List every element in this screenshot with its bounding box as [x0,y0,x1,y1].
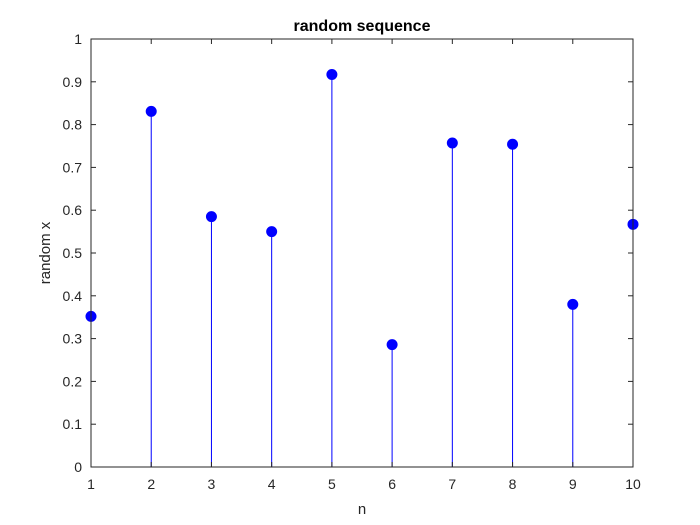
x-axis-ticks: 1 2 3 4 5 6 7 8 9 10 [87,39,641,492]
x-tick-label: 4 [268,476,276,492]
data-point [326,69,338,81]
plot-background [91,39,633,467]
y-tick-label: 0.3 [63,331,83,347]
data-point [386,339,398,351]
y-tick-label: 0.4 [63,288,83,304]
y-tick-label: 0.1 [63,416,83,432]
x-tick-label: 8 [509,476,517,492]
x-axis-label: n [358,501,366,518]
data-point [266,226,278,238]
data-point [205,211,217,223]
y-tick-label: 0.7 [63,159,83,175]
x-tick-label: 10 [625,476,641,492]
x-tick-label: 7 [448,476,456,492]
y-tick-label: 0.9 [63,74,83,90]
y-axis-label: random x [37,221,54,284]
x-tick-label: 5 [328,476,336,492]
y-tick-label: 0.5 [63,245,83,261]
data-point [507,138,519,150]
x-tick-label: 1 [87,476,95,492]
y-axis-ticks: 0 0.1 0.2 0.3 0.4 0.5 0.6 0.7 0.8 0.9 1 [63,31,633,475]
y-tick-label: 1 [74,31,82,47]
x-tick-label: 3 [208,476,216,492]
x-tick-label: 9 [569,476,577,492]
y-tick-label: 0 [74,459,82,475]
data-point [145,105,157,117]
x-tick-label: 2 [147,476,155,492]
data-point [446,137,458,149]
y-tick-label: 0.2 [63,373,83,389]
y-tick-label: 0.8 [63,117,83,133]
y-tick-label: 0.6 [63,202,83,218]
x-tick-label: 6 [388,476,396,492]
chart-title: random sequence [294,18,431,35]
data-point [567,298,579,310]
